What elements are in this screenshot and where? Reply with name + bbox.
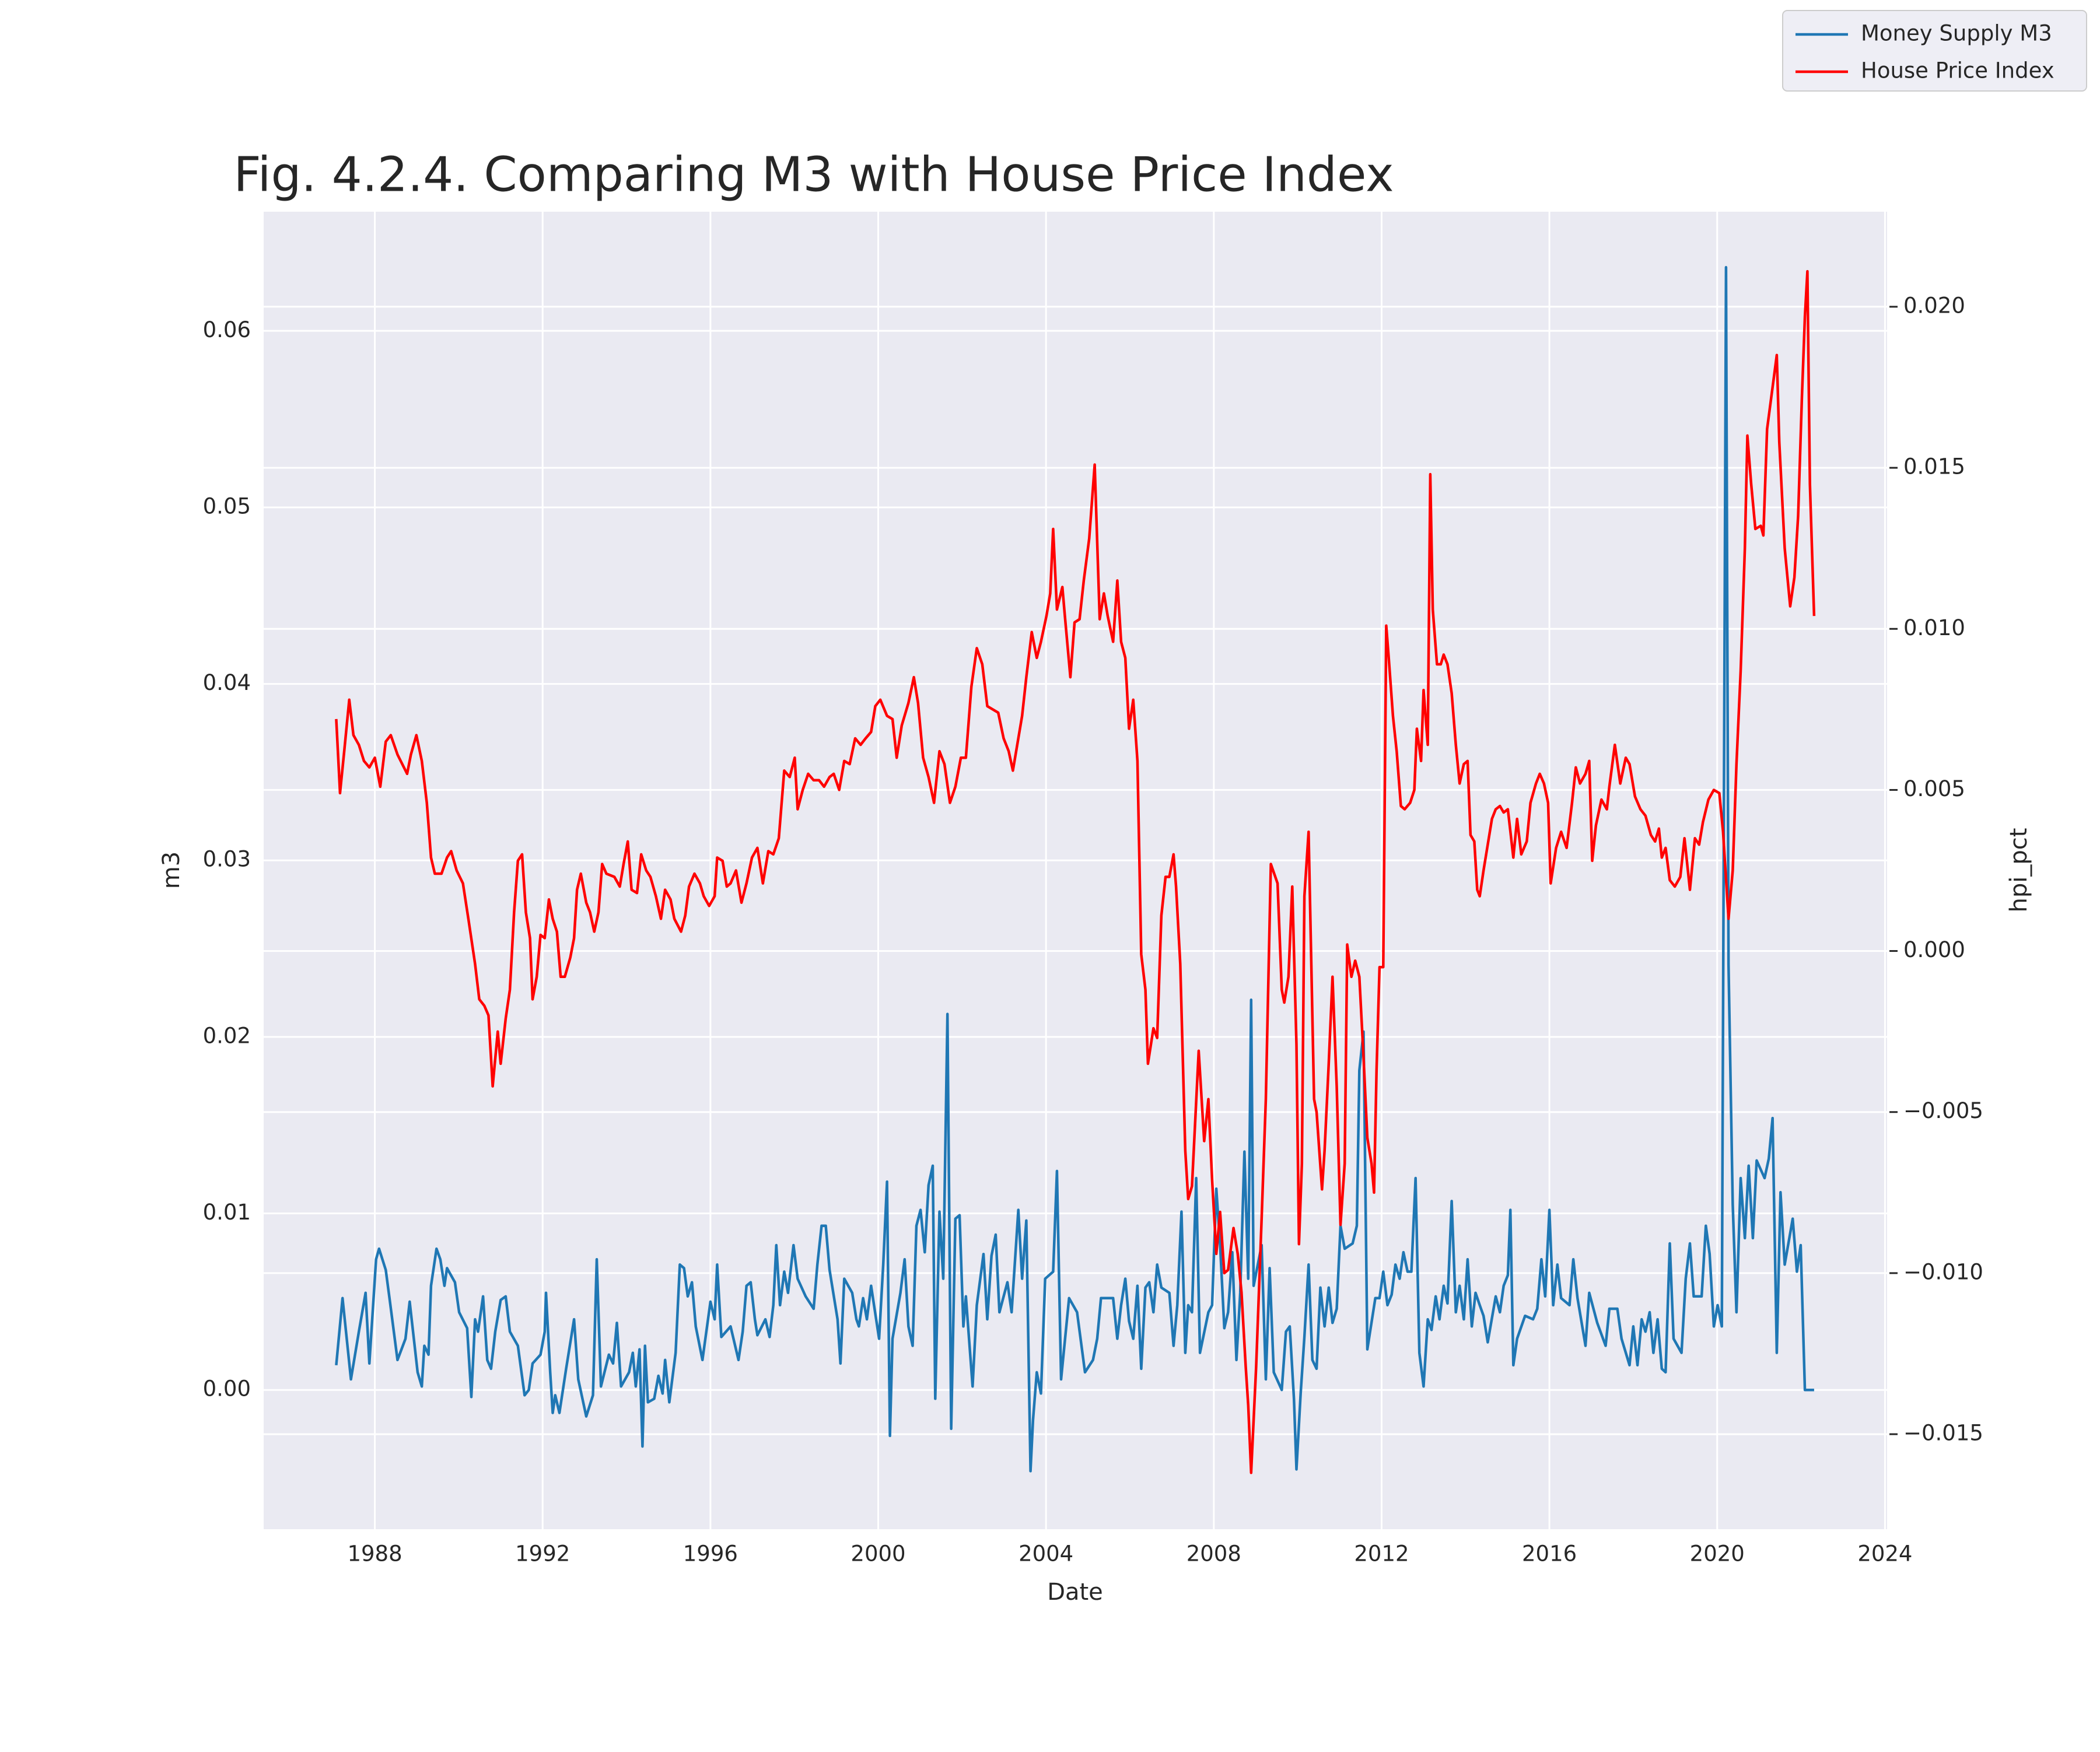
y-tick-label: 0.02 <box>203 1023 251 1048</box>
y2-tick-label: 0.010 <box>1903 615 1965 640</box>
x-tick-label: 1996 <box>683 1541 738 1567</box>
grid <box>264 212 1887 1529</box>
x-tick-label: 1992 <box>515 1541 570 1567</box>
y2-tick-label: −0.015 <box>1903 1421 1983 1446</box>
x-tick-label: 2012 <box>1354 1541 1409 1567</box>
y2-tick-label: 0.020 <box>1903 293 1965 318</box>
series-line <box>335 269 1816 1474</box>
y-tick-label: 0.05 <box>203 493 251 518</box>
x-tick-label: 2000 <box>850 1541 905 1567</box>
y2-tick-label: 0.015 <box>1903 454 1965 479</box>
x-tick-label: 2008 <box>1186 1541 1241 1567</box>
y2-tick-label: −0.005 <box>1903 1098 1983 1123</box>
legend: Money Supply M3 House Price Index <box>1782 10 2087 92</box>
y2-tick-label: 0.000 <box>1903 937 1965 962</box>
y-tick-label: 0.00 <box>203 1376 251 1401</box>
x-tick-label: 2016 <box>1522 1541 1577 1567</box>
x-tick-label: 2020 <box>1690 1541 1745 1567</box>
legend-label: House Price Index <box>1861 58 2054 83</box>
plot-area <box>264 212 1887 1529</box>
y2-tick-label: 0.005 <box>1903 776 1965 801</box>
x-tick-label: 2024 <box>1857 1541 1912 1567</box>
y-axis-label: m3 <box>158 852 185 889</box>
y2-tick-label: −0.010 <box>1903 1259 1983 1284</box>
y2-axis-label: hpi_pct <box>2006 828 2032 913</box>
chart-title: Fig. 4.2.4. Comparing M3 with House Pric… <box>233 147 1394 202</box>
legend-label: Money Supply M3 <box>1861 21 2052 46</box>
y-tick-label: 0.04 <box>203 670 251 695</box>
lines <box>335 266 1816 1474</box>
y-tick-label: 0.01 <box>203 1200 251 1225</box>
x-tick-label: 1988 <box>347 1541 402 1567</box>
y-tick-label: 0.06 <box>203 317 251 342</box>
x-axis-label: Date <box>1047 1579 1103 1606</box>
legend-box <box>1782 10 2087 92</box>
labels: 1988 1992 1996 2000 2004 2008 2012 2016 2020 2024… <box>203 293 1983 1566</box>
y-tick-label: 0.03 <box>203 847 251 872</box>
series-line <box>335 266 1814 1473</box>
x-tick-label: 2004 <box>1019 1541 1073 1567</box>
